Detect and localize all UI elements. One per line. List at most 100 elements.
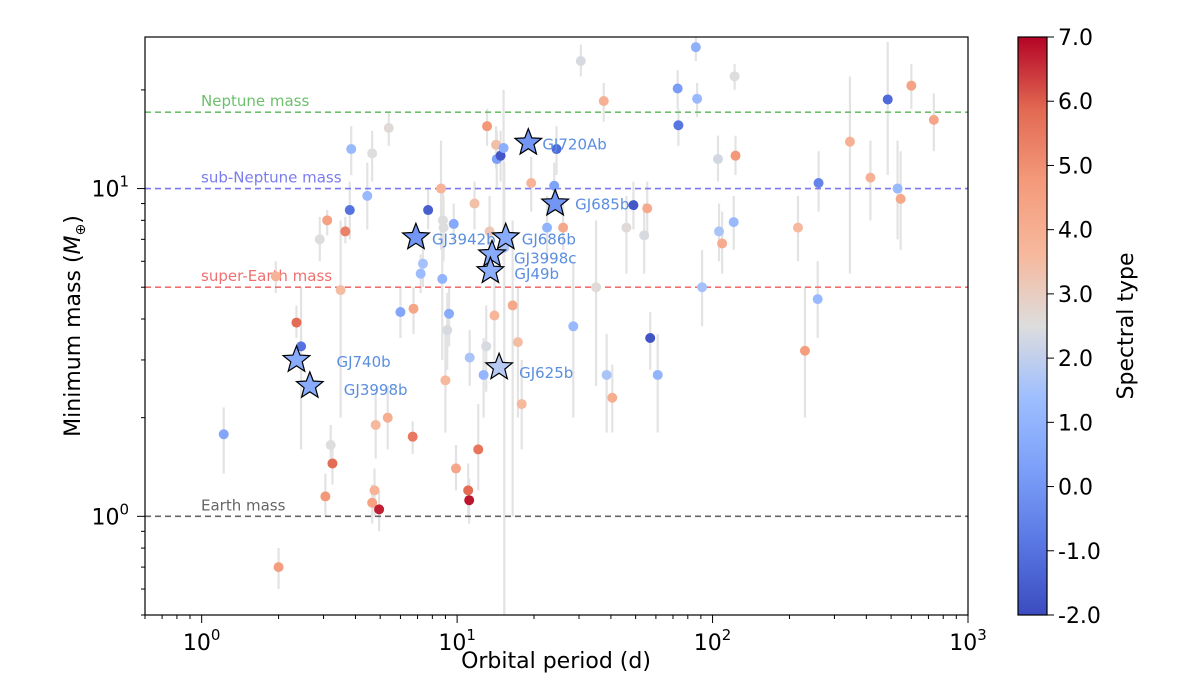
data-point bbox=[526, 177, 537, 188]
data-point bbox=[296, 341, 307, 352]
colorbar bbox=[1017, 36, 1048, 616]
planet-star bbox=[490, 221, 521, 250]
data-point bbox=[270, 271, 281, 282]
data-point bbox=[551, 144, 562, 155]
data-point bbox=[464, 495, 475, 506]
data-point bbox=[728, 217, 739, 228]
data-point bbox=[882, 94, 893, 105]
colorbar-tick-label: 3.0 bbox=[1058, 283, 1093, 308]
reference-line-label: Earth mass bbox=[201, 496, 286, 514]
data-point bbox=[601, 369, 612, 380]
data-point bbox=[440, 375, 451, 386]
data-point bbox=[346, 144, 357, 155]
planet-star bbox=[281, 344, 312, 373]
data-point bbox=[322, 215, 333, 226]
planet-label: GJ685b bbox=[575, 196, 629, 214]
planet-star bbox=[475, 255, 506, 284]
colorbar-tick-label: 7.0 bbox=[1058, 26, 1093, 51]
data-point bbox=[498, 142, 509, 153]
data-point bbox=[395, 307, 406, 318]
data-point bbox=[591, 282, 602, 293]
data-point bbox=[438, 222, 449, 233]
colorbar-tick-label: 5.0 bbox=[1058, 154, 1093, 179]
data-point bbox=[697, 282, 708, 293]
data-point bbox=[374, 504, 385, 515]
planet-label: GJ49b bbox=[514, 265, 559, 283]
data-point bbox=[712, 154, 723, 165]
planet-label: GJ740b bbox=[336, 353, 390, 371]
data-point bbox=[448, 218, 459, 229]
data-point bbox=[812, 294, 823, 305]
data-point bbox=[382, 412, 393, 423]
colorbar-tick-label: 4.0 bbox=[1058, 219, 1093, 244]
data-point bbox=[542, 222, 553, 233]
planet-label: GJ3998b bbox=[344, 381, 408, 399]
planet-label: GJ686b bbox=[522, 230, 576, 248]
x-tick-label: 101 bbox=[438, 626, 476, 656]
data-point bbox=[369, 485, 380, 496]
planet-star bbox=[401, 221, 431, 250]
data-point bbox=[417, 258, 428, 269]
data-point bbox=[645, 333, 656, 344]
data-point bbox=[478, 369, 489, 380]
data-point bbox=[714, 226, 725, 237]
data-point bbox=[340, 226, 351, 237]
planet-label: GJ720Ab bbox=[542, 136, 606, 154]
data-point bbox=[362, 190, 373, 201]
reference-line-label: super-Earth mass bbox=[201, 267, 332, 285]
colorbar-title: Spectral type bbox=[1114, 253, 1139, 400]
data-point bbox=[325, 440, 336, 451]
data-point bbox=[415, 268, 426, 279]
colorbar-ticks: -2.0 -1.0 0.0 1.0 2.0 3.0 4.0 5.0 6.0 7.0 bbox=[1047, 26, 1101, 629]
data-point bbox=[320, 491, 331, 502]
data-point bbox=[639, 230, 650, 241]
data-point bbox=[469, 198, 480, 209]
data-point bbox=[437, 215, 448, 226]
data-point bbox=[327, 458, 338, 469]
data-point bbox=[442, 325, 453, 336]
colorbar-tick-label: 1.0 bbox=[1058, 411, 1093, 436]
planet-label: GJ3998c bbox=[514, 249, 576, 267]
colorbar-tick-label: 2.0 bbox=[1058, 347, 1093, 372]
data-point bbox=[450, 463, 461, 474]
data-point bbox=[895, 193, 906, 204]
data-point bbox=[692, 93, 703, 104]
colorbar-tick-label: 6.0 bbox=[1058, 90, 1093, 115]
data-point bbox=[473, 444, 484, 455]
data-point bbox=[489, 310, 500, 321]
data-point bbox=[370, 419, 381, 430]
data-point bbox=[621, 222, 632, 233]
reference-line-label: sub-Neptune mass bbox=[201, 169, 342, 187]
data-point bbox=[512, 337, 523, 348]
y-tick-label: 100 bbox=[91, 500, 129, 530]
planet-label: GJ625b bbox=[519, 364, 573, 382]
data-point bbox=[367, 148, 378, 159]
error-bars bbox=[222, 37, 935, 615]
x-tick-label: 103 bbox=[949, 626, 987, 656]
x-tick-label: 102 bbox=[694, 626, 732, 656]
data-point bbox=[218, 429, 229, 440]
data-point bbox=[495, 150, 506, 161]
data-point bbox=[516, 399, 527, 410]
data-point bbox=[730, 150, 741, 161]
data-point bbox=[437, 273, 448, 284]
data-point bbox=[273, 562, 284, 573]
y-axis-title: Minimum mass (M⊕) bbox=[61, 215, 89, 437]
data-point bbox=[865, 172, 876, 183]
plot-frame bbox=[144, 36, 969, 616]
data-point bbox=[673, 120, 684, 131]
data-point bbox=[792, 222, 803, 233]
data-point bbox=[928, 114, 939, 125]
data-point bbox=[291, 317, 302, 328]
data-point bbox=[383, 123, 394, 134]
data-point bbox=[906, 80, 917, 91]
data-point bbox=[463, 485, 474, 496]
data-point bbox=[436, 183, 447, 194]
data-point bbox=[484, 226, 495, 237]
data-point bbox=[607, 392, 618, 403]
data-point bbox=[335, 285, 346, 296]
data-point bbox=[344, 205, 355, 216]
data-point bbox=[568, 321, 579, 332]
